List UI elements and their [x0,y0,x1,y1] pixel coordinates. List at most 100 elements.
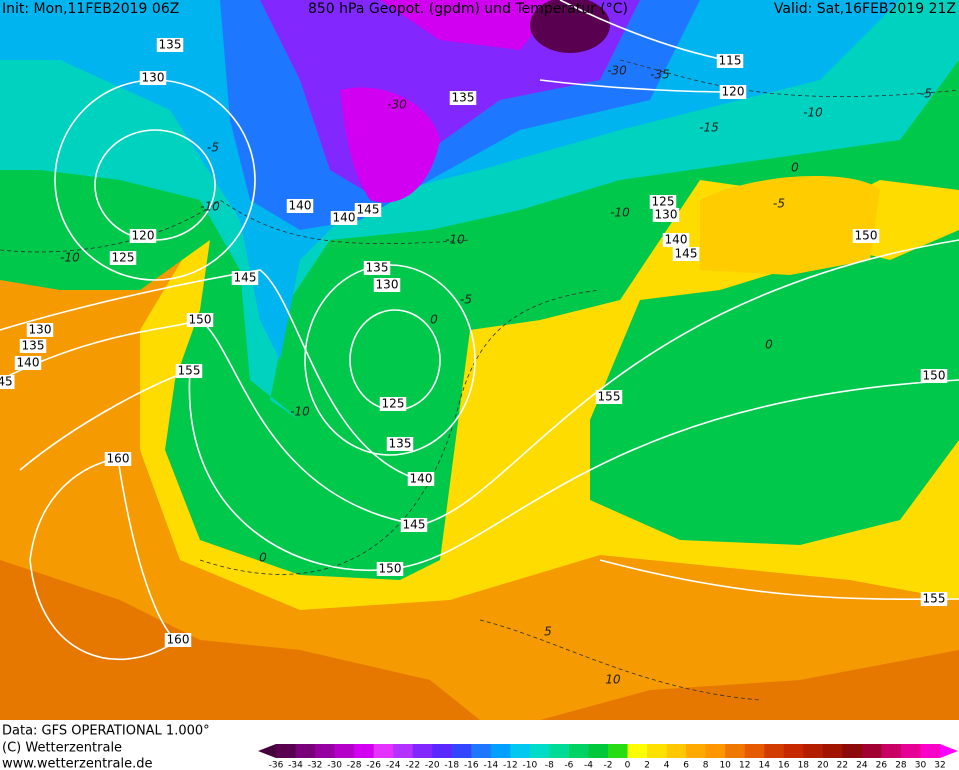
contour-label-box [649,195,677,209]
colorbar-cell [412,744,433,758]
colorbar-tick-label: 30 [915,761,927,770]
contour-label-box [104,452,132,466]
cool-area [590,230,959,545]
colorbar-tick-label: -32 [308,761,323,770]
isotherm-label: -5 [920,87,932,101]
contour-label-box [164,633,192,647]
coldest-area [340,87,440,203]
colorbar-cell [686,744,707,758]
colorbar-cell [354,744,375,758]
contour-label-box [379,397,407,411]
isotherm-label: 0 [791,161,799,175]
contour-label-box [920,369,948,383]
contour [599,559,959,601]
contour-label-box [354,203,382,217]
coldest-area [530,0,610,53]
contour-label: 140 [17,356,40,370]
colorbar-tick-label: -30 [327,761,342,770]
contour-label-box [129,229,157,243]
colorbar-tick-label: 26 [876,761,888,770]
isotherm-label: -15 [699,121,719,135]
contour-label: 140 [410,472,433,486]
colorbar-tick-label: 24 [856,761,868,770]
colorbar-tick-label: -34 [288,761,303,770]
contour-label-box [719,85,747,99]
colorbar-tick-label: -18 [444,761,459,770]
colorbar-tick-label: -24 [386,761,401,770]
copyright: (C) Wetterzentrale [2,741,122,756]
isotherm-label: 0 [259,551,267,565]
contour-label-box [920,592,948,606]
isotherm-label: -5 [207,141,219,155]
colorbar-tick-label: 10 [719,761,731,770]
contour-label: 135 [159,38,182,52]
isotherm-label: -30 [607,64,627,78]
contour-label: 135 [366,261,389,275]
colorbar-tick-label: -26 [366,761,381,770]
colorbar-cell [881,744,902,758]
map-title: 850 hPa Geopot. (gpdm) und Temperatur (°… [308,1,628,17]
contour-label-box [330,211,358,225]
isotherm-label: -10 [200,200,220,214]
colorbar-cell [393,744,414,758]
colorbar-cell [764,744,785,758]
colorbar-cell [471,744,492,758]
contour-label: 140 [289,199,312,213]
contour [19,369,959,571]
colorbar-tick-label: 12 [739,761,750,770]
warm-area [0,560,480,720]
data-source: Data: GFS OPERATIONAL 1.000° [2,724,210,739]
contour-label-box [139,71,167,85]
contour-label: 160 [167,633,190,647]
isotherm [479,619,761,701]
colorbar-tick-label: 18 [798,761,810,770]
contour-label-box [26,323,54,337]
contour-label: 130 [376,278,399,292]
colorbar-cell [842,744,863,758]
contour-label: 145 [357,203,380,217]
contour-label: 140 [665,233,688,247]
contour-label: 145 [675,247,698,261]
contour-label-box [0,375,15,389]
contour-label: 135 [452,91,475,105]
colorbar-tick-label: -12 [503,761,518,770]
isotherm-label: 0 [430,313,438,327]
contour-label: 155 [178,364,201,378]
init-time: Init: Mon,11FEB2019 06Z [2,1,179,17]
contour-label-box [363,261,391,275]
isotherm-label: -10 [290,405,310,419]
coldest-area [380,0,560,50]
colorbar-cell [725,744,746,758]
map [0,0,959,720]
contour-label: 125 [652,195,675,209]
colorbar-cell [744,744,765,758]
contour-label: 125 [112,251,135,265]
contour-label: 135 [22,339,45,353]
contour-label: 135 [389,437,412,451]
contour-label: 45 [0,375,13,389]
colorbar-tick-label: 14 [759,761,771,770]
contour-label: 160 [107,452,130,466]
contour-label-box [373,278,401,292]
colorbar-cell [568,744,589,758]
mild-area [700,176,880,275]
isotherm-label: 5 [544,625,552,639]
colorbar-cell [608,744,629,758]
isotherm-label: -5 [773,197,785,211]
contour-label-box [186,313,214,327]
header: Init: Mon,11FEB2019 06Z 850 hPa Geopot. … [2,1,956,17]
contour-label: 150 [379,562,402,576]
contour-label: 155 [923,592,946,606]
colorbar-tick-label: 28 [895,761,907,770]
colorbar-cell [529,744,550,758]
colorbar-tick-label: -8 [545,761,554,770]
contour-label: 145 [234,271,257,285]
colorbar: -36 -34 -32 -30 -28 -26 -24 -22 -20 -18 -16 -14 -12-… [258,744,958,770]
isotherm-label: -10 [60,251,80,265]
contour-label-box [652,208,680,222]
colorbar-tick-label: 16 [778,761,790,770]
contour-label-box [400,518,428,532]
colorbar-tick-label: -20 [425,761,440,770]
contour-label-box [407,472,435,486]
